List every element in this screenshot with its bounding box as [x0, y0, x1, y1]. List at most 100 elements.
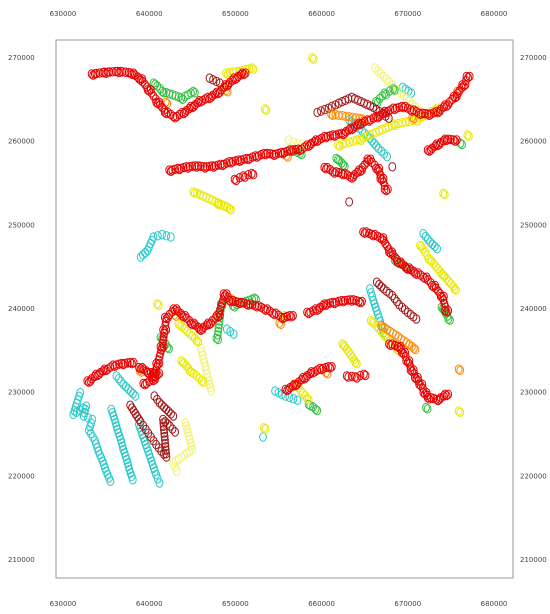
data-point-red [102, 365, 110, 376]
data-point-darkred [171, 427, 180, 437]
data-point-red [100, 67, 109, 77]
data-point-cyan [358, 126, 367, 136]
data-point-red [234, 155, 243, 165]
data-point-red [402, 263, 411, 273]
data-point-red [444, 100, 453, 110]
data-point-red [244, 154, 253, 165]
data-point-red [423, 145, 432, 155]
data-point-red [339, 170, 348, 180]
data-point-yellow [260, 423, 268, 433]
data-point-green [446, 315, 454, 325]
data-point-cyan [428, 239, 437, 250]
data-point-orange [456, 365, 465, 376]
y-tick-label-right: 230000 [520, 389, 547, 397]
data-point-red [291, 144, 300, 155]
data-point-yellow [338, 339, 347, 349]
data-point-green [378, 91, 387, 101]
data-point-red [186, 318, 195, 328]
data-point-yellow [194, 337, 203, 347]
data-point-red [298, 372, 307, 383]
data-point-red [375, 111, 384, 122]
data-point-red [185, 103, 194, 114]
x-tick-label-top: 680000 [481, 10, 508, 18]
data-point-yellow [153, 299, 161, 309]
data-point-red [211, 89, 220, 99]
data-point-red [100, 364, 109, 374]
data-point-red [208, 161, 217, 171]
data-point-green [151, 79, 160, 90]
data-point-cyan [136, 252, 145, 262]
data-point-yellow [427, 256, 436, 266]
data-point-red [393, 257, 402, 267]
data-point-darkred [129, 406, 138, 416]
x-tick-label-top: 650000 [222, 10, 249, 18]
data-point-red [415, 108, 424, 118]
data-point-red [317, 364, 326, 375]
data-point-red [347, 173, 356, 183]
data-point-red [441, 134, 449, 144]
data-point-red [195, 324, 204, 334]
data-point-red [85, 377, 93, 387]
data-point-cyan [259, 432, 267, 442]
data-point-red [253, 302, 261, 312]
data-point-green [380, 88, 389, 98]
data-point-red [311, 304, 320, 314]
data-point-red [442, 390, 451, 401]
data-point-red [358, 296, 366, 307]
data-point-darkred [160, 402, 169, 412]
data-point-red [263, 148, 272, 159]
data-point-red [322, 133, 330, 143]
data-point-darkred [388, 162, 397, 172]
data-point-darkred [393, 297, 401, 307]
data-point-red [320, 131, 329, 142]
data-point-orange [411, 344, 420, 355]
data-point-red [83, 376, 92, 386]
data-point-red [297, 375, 306, 385]
data-point-darkred [331, 100, 340, 110]
data-point-red [149, 375, 158, 386]
data-point-red [369, 231, 378, 241]
data-point-darkred [162, 449, 171, 459]
data-point-red [421, 108, 429, 119]
data-point-orange [410, 343, 418, 353]
data-point-red [419, 388, 428, 398]
data-point-red [184, 163, 192, 173]
data-point-red [361, 370, 370, 381]
data-point-green [390, 85, 399, 95]
data-point-cyan [106, 476, 115, 487]
x-tick-label-top: 630000 [50, 10, 77, 18]
data-point-red [239, 171, 248, 181]
data-point-cyan [274, 388, 283, 398]
data-point-red [287, 312, 296, 322]
data-point-red [194, 161, 203, 171]
data-point-red [455, 85, 464, 96]
data-point-yellow [189, 187, 198, 197]
data-point-red [441, 306, 449, 316]
data-point-cyan [289, 394, 298, 404]
data-point-yellow [421, 247, 429, 257]
data-point-darkred [162, 404, 171, 415]
data-point-red [283, 311, 292, 322]
data-point-cyan [149, 232, 158, 242]
data-point-red [346, 172, 355, 182]
data-point-yellow [370, 318, 378, 328]
data-point-red [379, 173, 388, 184]
data-point-yellow [199, 377, 208, 387]
data-point-red [353, 120, 362, 130]
data-point-red [363, 154, 372, 164]
data-point-red [441, 389, 449, 399]
data-point-red [343, 295, 352, 305]
data-point-darkred [126, 400, 135, 410]
data-point-darkred [162, 452, 171, 462]
data-point-orange [454, 364, 463, 374]
data-point-darkred [160, 428, 169, 438]
data-point-yellow [390, 119, 399, 129]
data-point-red [248, 300, 257, 310]
data-point-red [346, 123, 355, 134]
data-point-red [242, 153, 251, 164]
data-point-cyan [293, 395, 302, 405]
data-point-yellow [299, 388, 307, 398]
data-point-yellow [303, 393, 311, 404]
data-point-green [178, 94, 187, 105]
data-point-red [330, 131, 339, 141]
